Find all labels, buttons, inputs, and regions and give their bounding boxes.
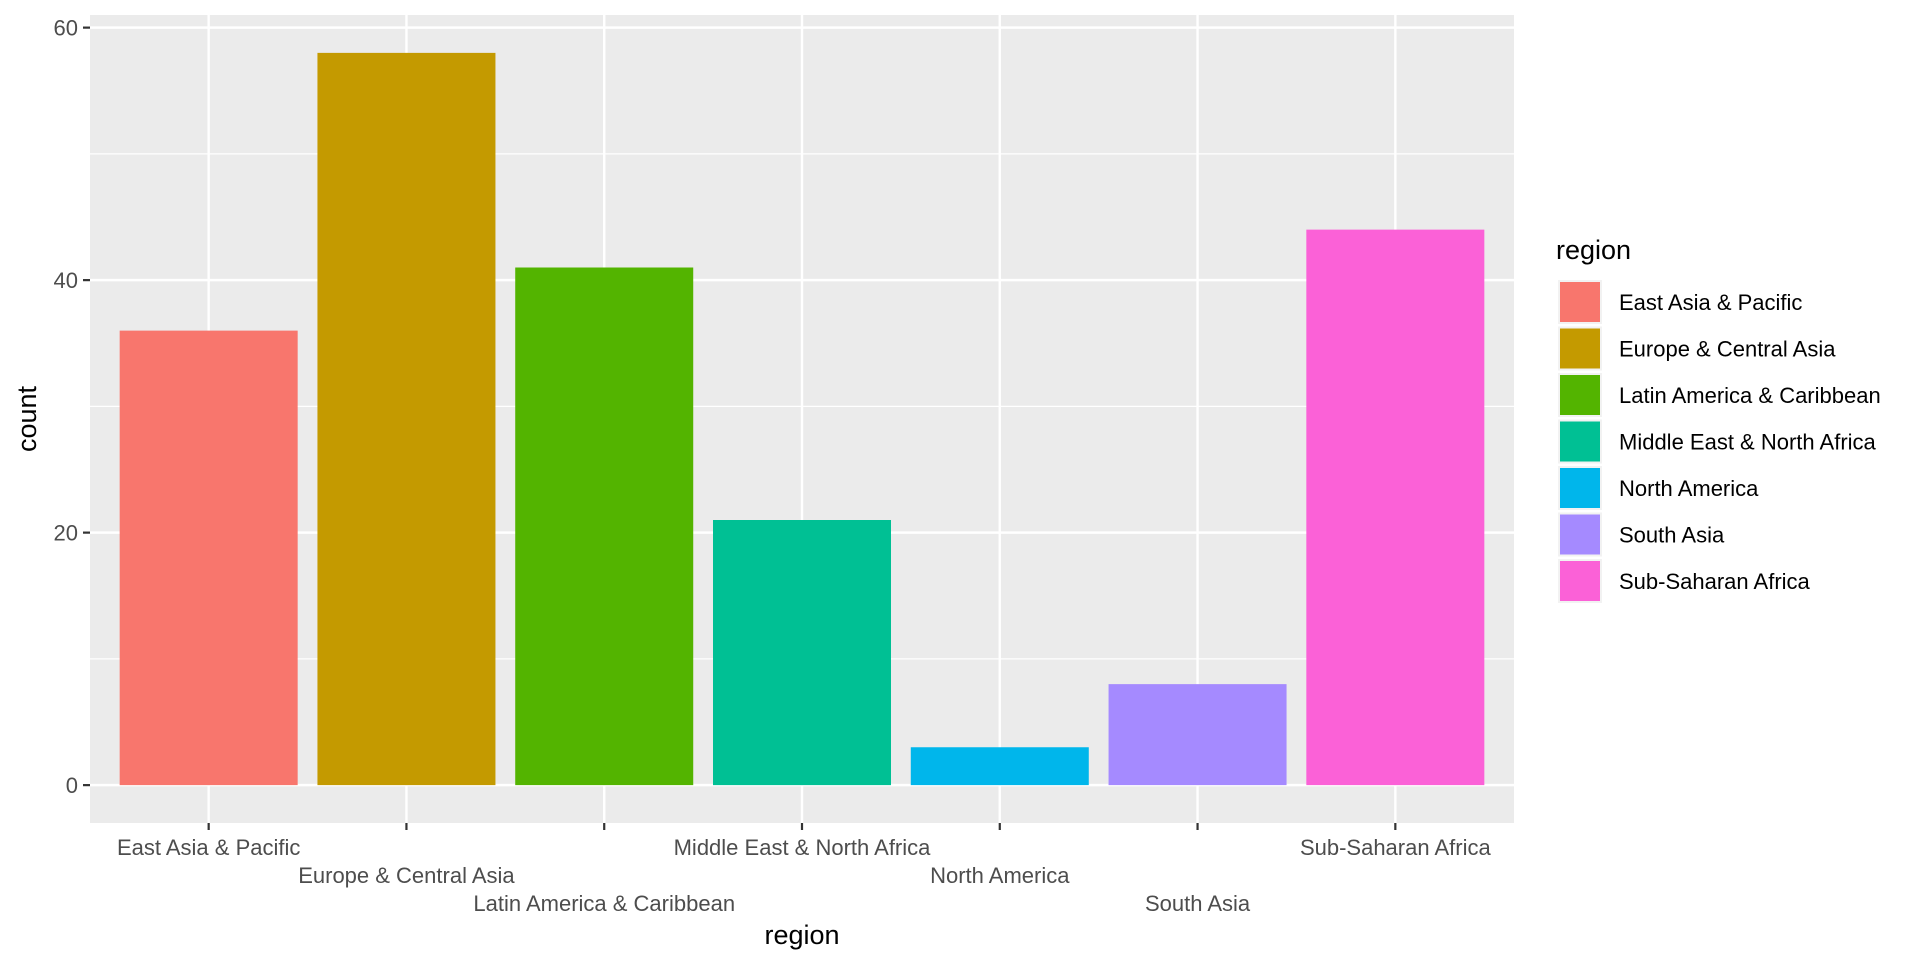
legend-label: North America — [1619, 476, 1759, 501]
x-axis: East Asia & Pacific Europe & Central Asia… — [117, 823, 1492, 916]
legend-label: South Asia — [1619, 523, 1725, 548]
x-tick-label: North America — [930, 863, 1070, 888]
legend-swatch — [1560, 421, 1600, 462]
x-tick-label: South Asia — [1145, 891, 1251, 916]
legend-swatch — [1560, 375, 1600, 415]
bar — [515, 267, 694, 786]
x-tick-label: East Asia & Pacific — [117, 835, 300, 860]
bar — [1306, 229, 1485, 786]
legend-swatch — [1560, 514, 1600, 555]
bar — [910, 747, 1089, 786]
y-tick-label: 40 — [54, 268, 78, 293]
y-tick-label: 20 — [54, 521, 78, 546]
x-tick-label: Sub-Saharan Africa — [1300, 835, 1492, 860]
legend-swatch — [1560, 282, 1600, 322]
legend-swatch — [1560, 561, 1600, 601]
legend-swatch — [1560, 468, 1600, 508]
legend-label: Europe & Central Asia — [1619, 337, 1836, 362]
x-tick-label: Latin America & Caribbean — [473, 891, 735, 916]
bar — [119, 330, 298, 786]
x-tick-label: Europe & Central Asia — [298, 863, 515, 888]
legend-label: Latin America & Caribbean — [1619, 383, 1881, 408]
y-axis-title: count — [12, 385, 42, 452]
bars — [119, 52, 1485, 786]
legend-label: Middle East & North Africa — [1619, 430, 1877, 455]
legend-swatch — [1560, 328, 1600, 369]
legend-label: East Asia & Pacific — [1619, 290, 1802, 315]
bar — [317, 52, 496, 786]
legend: region East Asia & Pacific Europe & Centr… — [1556, 235, 1881, 603]
legend-label: Sub-Saharan Africa — [1619, 569, 1811, 594]
y-tick-label: 60 — [54, 16, 78, 41]
x-tick-label: Middle East & North Africa — [674, 835, 932, 860]
bar — [713, 520, 891, 786]
y-tick-label: 0 — [66, 773, 78, 798]
y-axis: 0 20 40 60 — [54, 16, 90, 798]
legend-title: region — [1556, 235, 1631, 265]
x-axis-title: region — [764, 920, 839, 950]
bar — [1108, 684, 1287, 786]
